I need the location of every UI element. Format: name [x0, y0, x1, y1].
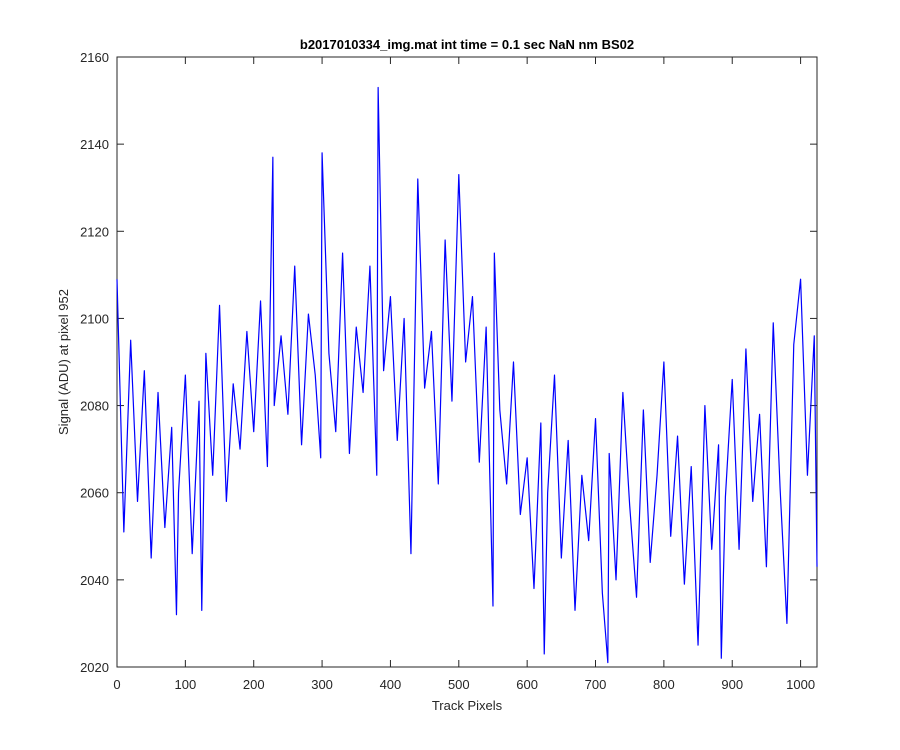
x-axis-title: Track Pixels [432, 698, 503, 713]
chart-title: b2017010334_img.mat int time = 0.1 sec N… [300, 37, 634, 52]
x-tick-label: 900 [721, 677, 743, 692]
y-tick-label: 2140 [80, 137, 109, 152]
y-tick-labels: 2020 2040 2060 2080 2100 2120 2140 2160 [80, 50, 109, 675]
x-tick-label: 800 [653, 677, 675, 692]
y-tick-label: 2020 [80, 660, 109, 675]
x-tick-label: 700 [585, 677, 607, 692]
x-tick-label: 1000 [786, 677, 815, 692]
x-tick-labels: 0 100 200 300 400 500 600 700 800 900 1000 [113, 677, 815, 692]
y-axis-title: Signal (ADU) at pixel 952 [56, 289, 71, 435]
y-tick-label: 2160 [80, 50, 109, 65]
x-tick-label: 400 [380, 677, 402, 692]
axis-ticks [116, 56, 817, 668]
signal-series-line [116, 86, 818, 664]
x-tick-label: 100 [175, 677, 197, 692]
x-tick-label: 0 [113, 677, 120, 692]
y-tick-label: 2080 [80, 399, 109, 414]
y-tick-label: 2100 [80, 311, 109, 326]
y-tick-label: 2040 [80, 573, 109, 588]
y-tick-label: 2060 [80, 486, 109, 501]
y-tick-label: 2120 [80, 224, 109, 239]
x-tick-label: 200 [243, 677, 265, 692]
x-tick-label: 500 [448, 677, 470, 692]
x-tick-label: 600 [516, 677, 538, 692]
x-tick-label: 300 [311, 677, 333, 692]
